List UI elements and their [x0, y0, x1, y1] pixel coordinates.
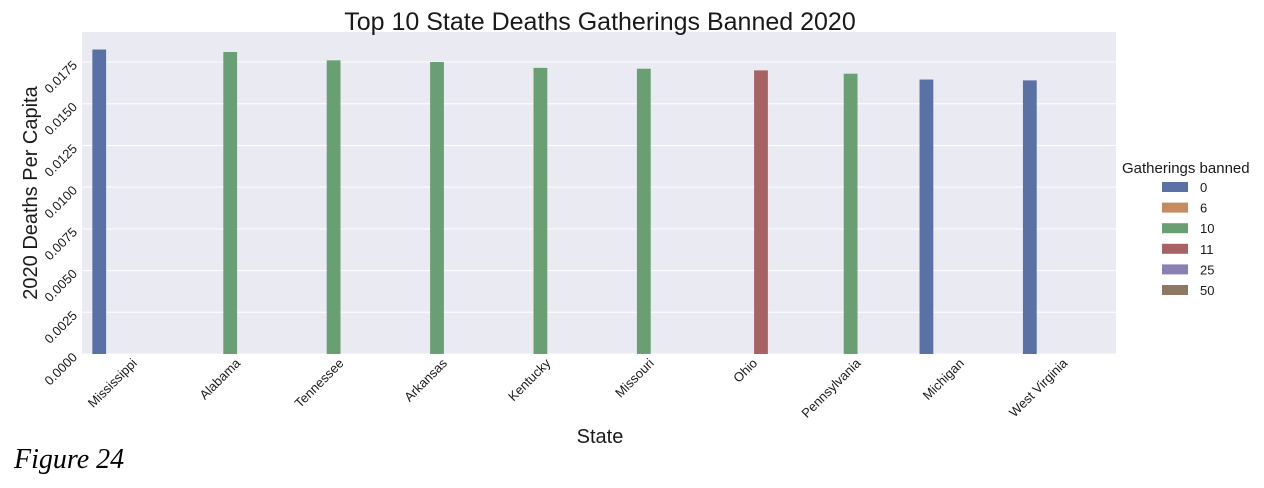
y-tick-label: 0.0125 — [41, 141, 80, 180]
legend-title: Gatherings banned — [1122, 160, 1250, 177]
y-tick-labels: 0.00000.00250.00500.00750.01000.01250.01… — [41, 58, 80, 389]
bar-missouri — [636, 68, 651, 355]
bars — [92, 49, 1037, 355]
legend-label: 10 — [1200, 221, 1214, 236]
legend-swatch — [1162, 264, 1188, 275]
x-tick-label: Michigan — [920, 356, 967, 403]
y-tick-label: 0.0050 — [41, 266, 80, 305]
y-tick-label: 0.0000 — [41, 350, 80, 389]
bar-tennessee — [326, 60, 341, 354]
legend-swatch — [1162, 243, 1188, 254]
x-tick-label: Missouri — [612, 355, 657, 400]
x-tick-label: Mississippi — [85, 355, 140, 410]
y-tick-label: 0.0175 — [41, 58, 80, 97]
legend-label: 0 — [1200, 180, 1207, 195]
y-tick-label: 0.0100 — [41, 183, 80, 222]
figure-caption: Figure 24 — [14, 444, 125, 475]
x-tick-labels: Mississippi Alabama Tennessee Arkansas Kentu… — [85, 355, 1071, 421]
chart-title: Top 10 State Deaths Gatherings Banned 20… — [344, 8, 855, 36]
legend-label: 25 — [1200, 262, 1214, 277]
legend-label: 50 — [1200, 283, 1214, 298]
legend-swatch — [1162, 223, 1188, 234]
x-tick-label: Ohio — [730, 356, 760, 386]
y-tick-label: 0.0075 — [41, 224, 80, 263]
x-tick-label: Alabama — [196, 355, 243, 402]
y-axis-label: 2020 Deaths Per Capita — [20, 85, 42, 299]
bar-alabama — [223, 52, 238, 355]
x-tick-label: Pennsylvania — [798, 355, 864, 421]
bar-arkansas — [430, 62, 444, 354]
legend-label: 6 — [1200, 201, 1207, 216]
y-tick-label: 0.0025 — [41, 308, 80, 347]
bar-west-virginia — [1022, 80, 1037, 354]
bar-kentucky — [533, 67, 548, 354]
x-axis-label: State — [577, 426, 624, 448]
legend: Gatherings banned 0 6 10 11 25 50 — [1122, 160, 1250, 298]
bar-michigan — [919, 79, 934, 354]
x-tick-label: Kentucky — [505, 355, 554, 404]
legend-swatch — [1162, 202, 1188, 213]
x-tick-label: West Virginia — [1006, 355, 1071, 420]
bar-mississippi — [92, 49, 107, 355]
plot-area — [82, 32, 1116, 354]
y-tick-label: 0.0150 — [41, 99, 80, 138]
legend-swatch — [1162, 182, 1188, 192]
grid-lines — [82, 61, 1116, 355]
bar-ohio — [754, 70, 768, 355]
legend-label: 11 — [1200, 242, 1214, 257]
legend-swatch — [1162, 285, 1188, 295]
x-tick-label: Arkansas — [401, 355, 450, 404]
x-tick-label: Tennessee — [292, 356, 347, 411]
bar-pennsylvania — [843, 73, 858, 355]
